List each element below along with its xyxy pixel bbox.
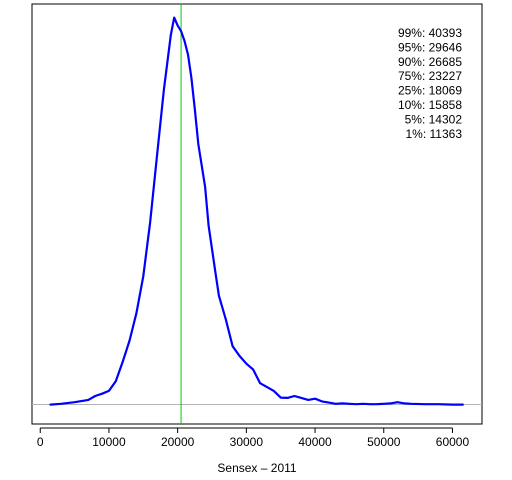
quantile-label: 99%: 40393 — [398, 26, 462, 40]
x-tick-label: 30000 — [230, 435, 264, 449]
x-tick-label: 20000 — [161, 435, 195, 449]
x-axis: 0 10000 20000 30000 40000 50000 60000 — [37, 427, 470, 449]
quantile-label: 10%: 15858 — [398, 98, 462, 112]
x-tick-label: 0 — [37, 435, 44, 449]
x-tick-label: 10000 — [92, 435, 126, 449]
quantile-label: 1%: 11363 — [406, 127, 463, 141]
plot-frame — [31, 3, 483, 425]
x-tick-label: 40000 — [298, 435, 332, 449]
x-tick-label: 50000 — [367, 435, 401, 449]
quantile-label: 25%: 18069 — [398, 84, 462, 98]
x-tick-label: 60000 — [436, 435, 470, 449]
quantile-label: 75%: 23227 — [398, 69, 462, 83]
x-axis-label: Sensex – 2011 — [217, 461, 296, 475]
density-curve — [49, 16, 464, 406]
quantile-label: 5%: 14302 — [405, 112, 463, 126]
quantile-label: 95%: 29646 — [398, 40, 462, 54]
quantile-label: 90%: 26685 — [398, 55, 462, 69]
